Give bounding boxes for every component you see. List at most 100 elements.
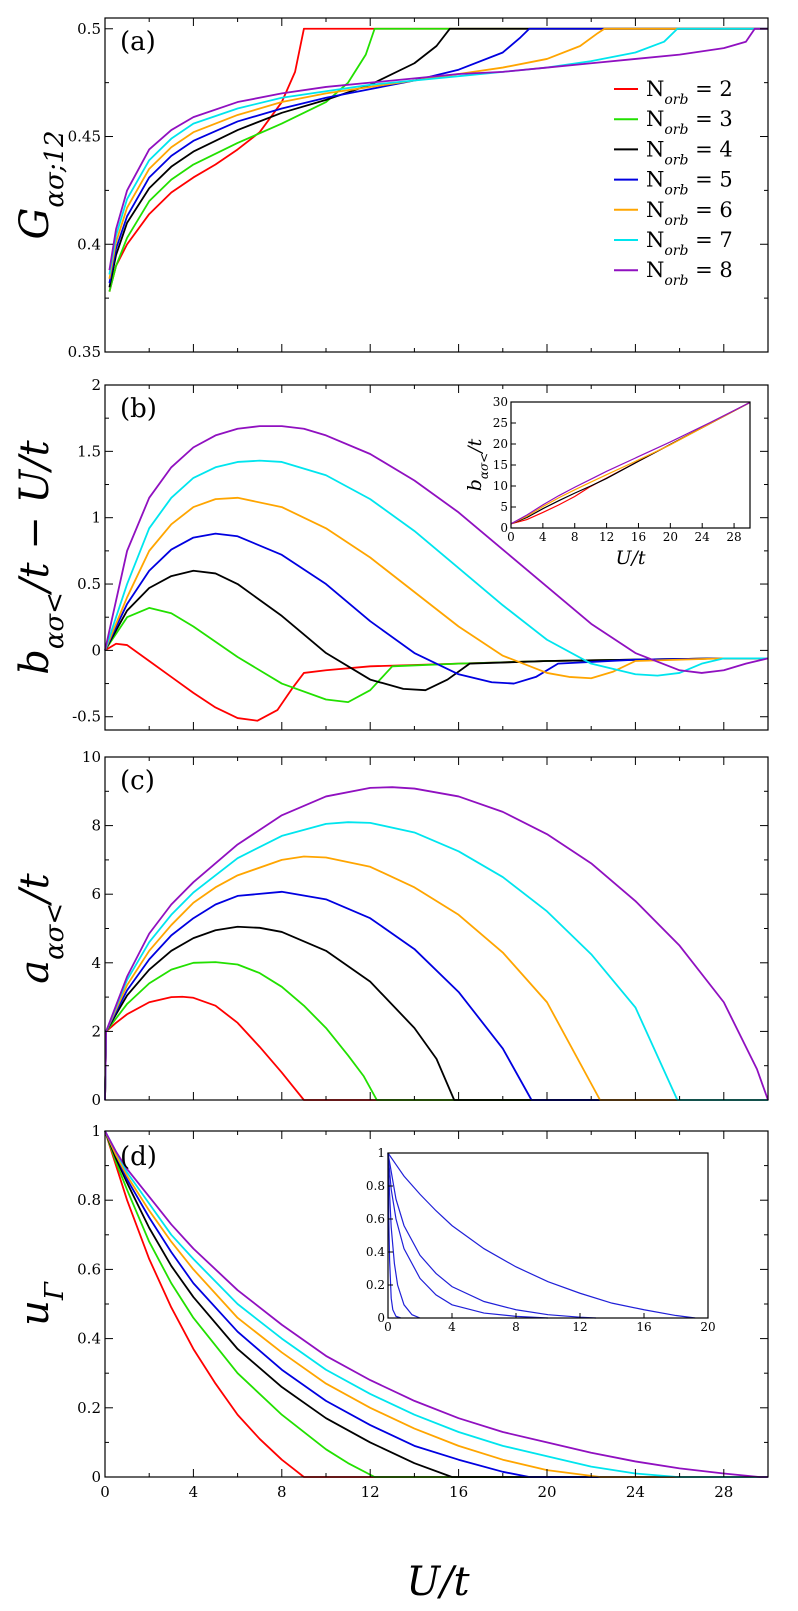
panel-b-series-line-8 [104,425,769,674]
panel-d-series-line-5 [104,1130,768,1478]
panel-d-x-tick-label: 24 [626,1483,645,1501]
legend-entry: Norb = 2 [646,77,733,108]
panel-b-inset-x-tick-label: 0 [507,530,515,544]
panel-b-label: (b) [120,394,157,424]
panel-c-series-line-5 [104,890,768,1101]
legend-entry: Norb = 5 [646,168,733,199]
panel-d-y-tick-label: 1 [91,1122,101,1140]
panel-c-frame [104,756,769,1101]
panel-b-inset-x-tick-label: 24 [695,530,711,544]
panel-d-series-line-7 [104,1130,768,1478]
panel-b-y-tick-label: 0.5 [77,575,101,593]
panel-b-y-tick-label: 0 [91,641,101,659]
panel-b-series-group [104,425,769,722]
panel-d-y-axis-label: uΓ [12,1281,70,1326]
panel-c-y-tick-label: 4 [91,954,101,972]
panel-d-inset-series-line [387,1152,421,1319]
panel-a-series-line-7 [108,27,768,275]
panel-b-inset-x-tick-label: 16 [631,530,646,544]
panel-c-series-line-8 [104,786,769,1101]
panel-d-inset-y-tick-label: 0.4 [366,1245,385,1259]
legend-entry: Norb = 3 [646,107,733,138]
panel-d-series-group [104,1130,768,1478]
panel-c: 0 2 4 6 8 10 (c) aασ</t [12,748,769,1109]
panel-d-x-tick-label: 20 [537,1483,556,1501]
panel-b-inset-y-tick-label: 25 [493,416,508,430]
panel-a-series-line-5 [108,27,768,284]
panel-d-y-tick-label: 0 [91,1468,101,1486]
panel-b-series-line-4 [104,569,768,692]
panel-a-y-tick-label: 0.4 [77,235,101,253]
panel-d-inset-y-tick-label: 0.6 [366,1212,385,1226]
x-axis-label: U/t [406,1559,470,1605]
panel-b-frame [104,384,769,731]
panel-d-x-tick-label: 8 [277,1483,287,1501]
panel-b-inset-y-tick-label: 5 [500,500,508,514]
panel-d: 00.20.40.60.810 4 8 12 16 20 24 28(d)uΓ00.20.40… [12,1122,769,1501]
panel-c-series-line-3 [104,961,768,1101]
panel-c-y-tick-label: 10 [82,748,101,766]
panel-b-inset-x-tick-label: 20 [663,530,678,544]
legend-entry: Norb = 4 [646,137,733,168]
panel-d-series-line-6 [104,1130,768,1478]
legend-entry: Norb = 7 [646,228,733,259]
panel-b-y-axis-label: bασ</t − U/t [12,439,70,674]
panel-c-series-line-4 [104,925,768,1101]
panel-d-x-tick-label: 0 [100,1483,110,1501]
panel-d-y-tick-label: 0.8 [77,1191,101,1209]
panel-b-inset: 0 5 10 15 20 25 30 0 4 8 12 16 20 24 28 U/t bασ</t [464,395,751,569]
panel-a-series-line-4 [108,27,768,288]
panel-d-inset-x-tick-label: 20 [700,1320,715,1334]
panel-d-inset-x-tick-label: 8 [512,1320,520,1334]
panel-d-inset-x-tick-label: 16 [636,1320,651,1334]
panel-a-series-group [108,27,768,292]
panel-d-label: (d) [120,1142,157,1172]
panel-b-series-line-3 [104,607,768,704]
panel-a-series-line-3 [108,27,768,292]
panel-a-series-line-2 [108,27,768,292]
panel-b-inset-y-axis-label: bασ</t [464,438,491,491]
panel-d-inset: 0 0.2 0.4 0.6 0.8 1 0 4 8 12 16 20 [366,1146,716,1334]
panel-c-series-line-7 [104,821,768,1101]
panel-b-inset-x-tick-label: 12 [599,530,614,544]
panel-b: -0.5 0 0.5 1 1.5 2 (b) bασ</t − U/t 0 5 10 15 20 25 30… [12,376,769,731]
panel-b-inset-x-tick-label: 4 [539,530,547,544]
panel-d-series-line-4 [104,1130,768,1478]
panel-b-y-tick-label: -0.5 [72,708,101,726]
panel-b-inset-y-tick-label: 0 [500,521,508,535]
panel-d-x-tick-label: 4 [189,1483,199,1501]
panel-c-y-tick-label: 6 [91,885,101,903]
panel-c-y-tick-label: 0 [91,1091,101,1109]
panel-d-series-line-2 [104,1130,768,1478]
panel-a-y-tick-label: 0.45 [68,128,101,146]
panel-d-x-tick-label: 16 [449,1483,468,1501]
panel-d-x-tick-label: 12 [361,1483,380,1501]
panel-b-series-line-5 [104,532,768,685]
panel-a-frame [104,17,769,353]
panel-d-inset-y-tick-label: 0.2 [366,1278,385,1292]
legend-entry: Norb = 6 [646,198,733,229]
panel-d-series-line-8 [104,1130,768,1478]
panel-a-y-axis-label: Gασ;12 [12,130,70,239]
panel-b-inset-y-tick-label: 10 [493,479,508,493]
panel-b-inset-y-tick-label: 15 [493,458,508,472]
panel-d-inset-y-tick-label: 1 [377,1146,385,1160]
panel-d-inset-y-tick-label: 0.8 [366,1179,385,1193]
panel-d-inset-series-line [387,1152,597,1319]
panel-d-y-tick-label: 0.2 [77,1399,101,1417]
panel-b-inset-series-line [510,401,751,525]
legend-entry: Norb = 8 [646,258,733,289]
panel-b-inset-x-tick-label: 8 [571,530,579,544]
panel-b-series-line-7 [104,459,768,677]
panel-b-y-tick-label: 1 [91,509,101,527]
panel-c-y-axis-label: aασ</t [12,872,70,983]
panel-d-inset-y-tick-label: 0 [377,1311,385,1325]
panel-a-label: (a) [120,27,156,57]
panel-a-y-tick-label: 0.5 [77,20,101,38]
panel-b-inset-y-tick-label: 30 [493,395,508,409]
panel-c-series-line-6 [104,855,768,1101]
panel-d-x-tick-label: 28 [714,1483,733,1501]
panel-a-series-line-8 [108,27,768,271]
